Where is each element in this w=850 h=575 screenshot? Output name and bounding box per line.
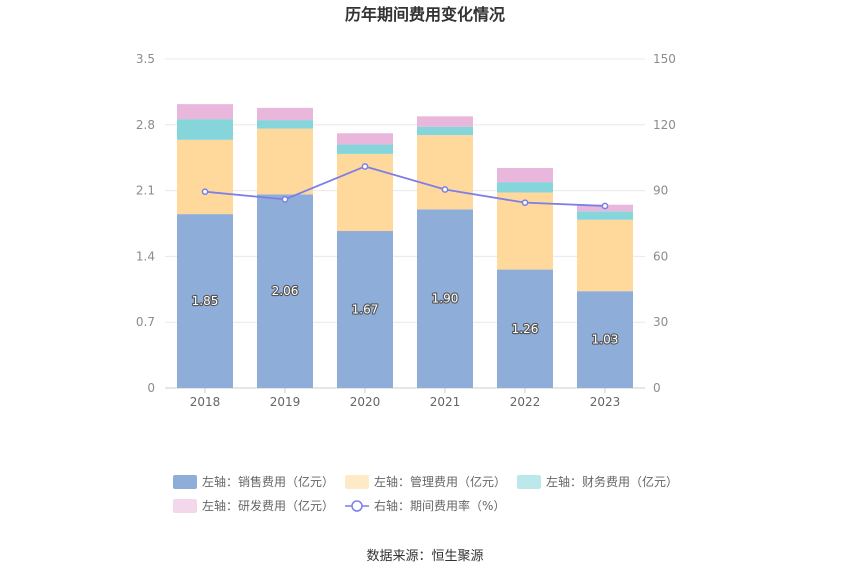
bar-value-label: 1.85 xyxy=(192,294,219,308)
x-tick-label: 2020 xyxy=(350,395,381,409)
x-tick-label: 2018 xyxy=(190,395,221,409)
rate-point xyxy=(601,202,609,210)
bar-segment xyxy=(177,104,233,120)
left-tick-label: 2.1 xyxy=(136,184,155,198)
legend-label: 右轴：期间费用率（%） xyxy=(374,498,505,513)
bar-segment xyxy=(257,128,313,195)
bar-value-label: 1.03 xyxy=(592,333,619,347)
bar-segment xyxy=(177,139,233,215)
legend-label: 左轴：管理费用（亿元） xyxy=(374,474,506,489)
x-axis: 2018 2019 2020 2021 2022 2023 xyxy=(190,388,621,409)
legend-label: 左轴：研发费用（亿元） xyxy=(202,498,334,513)
right-tick-label: 60 xyxy=(653,249,668,263)
bar-segment xyxy=(577,219,633,292)
bar-value-label: 1.26 xyxy=(512,322,539,336)
legend-label: 左轴：财务费用（亿元） xyxy=(546,474,678,489)
left-axis: 0 0.7 1.4 2.1 2.8 3.5 xyxy=(136,52,155,395)
rate-line xyxy=(201,163,609,210)
bar-segment xyxy=(497,182,553,193)
source-note: 数据来源：恒生聚源 xyxy=(366,549,483,564)
bar-segment xyxy=(497,269,553,388)
rate-point xyxy=(201,188,209,196)
right-tick-label: 120 xyxy=(653,118,676,132)
right-tick-label: 0 xyxy=(653,381,661,395)
bar-segment xyxy=(417,126,473,136)
bar-segment xyxy=(497,168,553,183)
bar-segment xyxy=(257,194,313,388)
bar-labels: 1.85 2.06 1.67 1.90 1.26 1.03 xyxy=(191,283,620,348)
right-tick-label: 90 xyxy=(653,184,668,198)
left-tick-label: 0.7 xyxy=(136,315,155,329)
legend-swatch xyxy=(173,475,197,489)
left-tick-label: 2.8 xyxy=(136,118,155,132)
rate-point xyxy=(521,199,529,207)
right-tick-label: 150 xyxy=(653,52,676,66)
rate-point xyxy=(281,196,289,203)
bar-segment xyxy=(257,120,313,129)
bars xyxy=(177,104,633,388)
legend-marker xyxy=(351,500,363,512)
rate-line-path xyxy=(204,165,606,207)
right-axis: 0 30 60 90 120 150 xyxy=(653,52,676,395)
rate-point xyxy=(441,186,449,193)
legend-swatch xyxy=(173,499,197,513)
bar-segment xyxy=(337,231,393,388)
bar-segment xyxy=(417,135,473,210)
right-tick-label: 30 xyxy=(653,315,668,329)
legend-swatch xyxy=(517,475,541,489)
x-tick-label: 2022 xyxy=(510,395,541,409)
bar-segment xyxy=(177,119,233,140)
left-tick-label: 0 xyxy=(147,381,155,395)
rate-point xyxy=(361,163,369,170)
bar-segment xyxy=(337,133,393,145)
bar-value-label: 1.90 xyxy=(432,292,459,306)
bar-segment xyxy=(417,116,473,127)
left-tick-label: 3.5 xyxy=(136,52,155,66)
legend: 左轴：销售费用（亿元） 左轴：管理费用（亿元） 左轴：财务费用（亿元） 左轴：研发费用… xyxy=(173,474,678,513)
bar-value-label: 1.67 xyxy=(352,303,379,317)
left-tick-label: 1.4 xyxy=(136,249,155,263)
legend-swatch xyxy=(345,475,369,489)
bar-segment xyxy=(417,209,473,388)
bar-segment xyxy=(257,107,313,121)
grid xyxy=(165,58,645,389)
bar-value-label: 2.06 xyxy=(272,284,299,298)
bar-segment xyxy=(337,144,393,154)
bar-segment xyxy=(577,211,633,220)
x-tick-label: 2019 xyxy=(270,395,301,409)
x-tick-label: 2021 xyxy=(430,395,461,409)
bar-segment xyxy=(577,291,633,388)
x-tick-label: 2023 xyxy=(590,395,621,409)
bar-segment xyxy=(177,214,233,388)
chart-title: 历年期间费用变化情况 xyxy=(345,5,505,24)
legend-label: 左轴：销售费用（亿元） xyxy=(202,474,334,489)
